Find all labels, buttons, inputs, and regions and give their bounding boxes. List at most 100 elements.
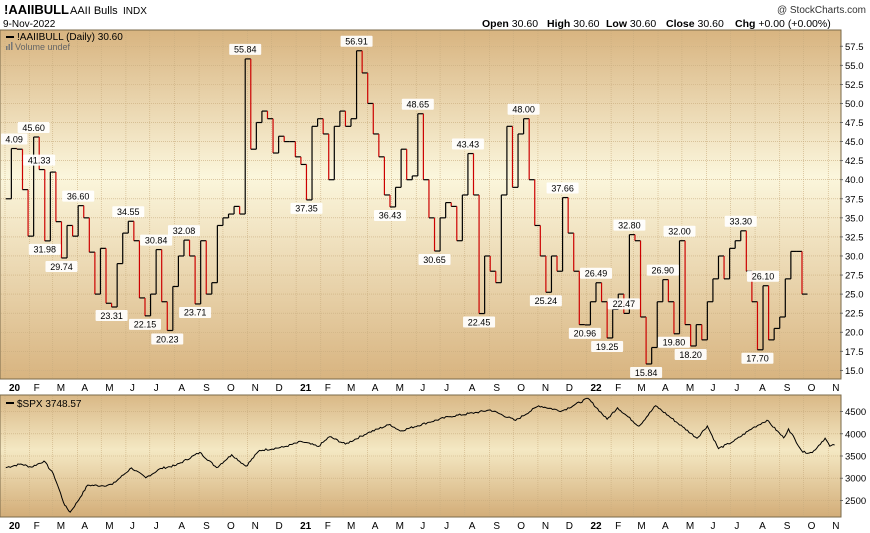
- spx-series: [5, 397, 835, 513]
- value-callout-label: 41.33: [28, 155, 51, 165]
- value-callout-box: [229, 43, 262, 55]
- value-callout-label: 22.15: [134, 320, 157, 330]
- x-tick-label: A: [178, 521, 185, 532]
- bulls-series: [5, 50, 808, 365]
- value-callout-label: 23.31: [100, 311, 123, 321]
- value-callout-box: [507, 103, 540, 115]
- value-callout: 34.55: [112, 206, 145, 218]
- value-callout-box: [747, 270, 780, 282]
- y-tick-label: 25.0: [845, 290, 864, 301]
- x-tick-label: J: [154, 521, 159, 532]
- x-tick-label: F: [34, 521, 40, 532]
- value-callout: 15.84: [630, 366, 663, 378]
- value-callout-label: 36.43: [379, 211, 402, 221]
- value-callout: 22.15: [128, 318, 161, 330]
- value-callout: 30.65: [418, 254, 451, 266]
- value-callout: 20.23: [151, 333, 184, 345]
- y-tick-label: 2500: [845, 496, 866, 507]
- value-callout-label: 20.96: [574, 329, 597, 339]
- x-tick-label: O: [227, 383, 235, 394]
- value-callout-label: 36.60: [67, 191, 90, 201]
- value-callout-box: [1, 133, 28, 145]
- value-callout-label: 22.45: [468, 317, 491, 327]
- x-tick-label: N: [832, 521, 839, 532]
- x-tick-label: N: [252, 521, 259, 532]
- value-callout: 4.09: [1, 133, 28, 145]
- value-callout-label: 29.74: [50, 262, 73, 272]
- value-callout-label: 48.00: [512, 105, 535, 115]
- y-tick-label: 40.0: [845, 175, 864, 186]
- spx-line: [5, 397, 835, 513]
- x-tick-label: D: [566, 383, 573, 394]
- x-tick-label: N: [252, 383, 259, 394]
- value-callout-label: 17.70: [746, 354, 769, 364]
- y-tick-label: 15.0: [845, 366, 864, 377]
- value-callout-box: [663, 225, 696, 237]
- ohlc-item: High 30.60: [547, 18, 600, 30]
- watermark: @ StockCharts.com: [777, 5, 866, 16]
- y-tick-label: 3000: [845, 474, 866, 485]
- y-tick-label: 4500: [845, 407, 866, 418]
- spx-x-axis: 20 F M A M J J A S O N D 21 F M A M J J A S O N D 22 F M A M J J A S O N: [9, 521, 839, 532]
- value-callout-label: 26.49: [585, 269, 608, 279]
- ohlc-item-label: Open: [482, 18, 512, 30]
- value-callout: 56.91: [340, 35, 373, 47]
- x-tick-label: A: [662, 521, 669, 532]
- y-tick-label: 55.0: [845, 61, 864, 72]
- value-callout: 43.43: [451, 138, 484, 150]
- ohlc-item-value: 30.60: [698, 18, 724, 30]
- value-callout-box: [340, 35, 373, 47]
- value-callout-box: [290, 202, 323, 214]
- value-callout: 23.31: [95, 309, 128, 321]
- y-tick-label: 57.5: [845, 42, 864, 53]
- y-tick-label: 30.0: [845, 251, 864, 262]
- value-callout: 33.30: [724, 215, 757, 227]
- x-tick-label: 21: [300, 521, 312, 532]
- x-tick-label: O: [227, 521, 235, 532]
- x-tick-label: O: [517, 521, 525, 532]
- value-callout: 37.35: [290, 202, 323, 214]
- value-callout-label: 15.84: [635, 368, 658, 378]
- volume-icon: [6, 42, 13, 50]
- value-callout-box: [463, 316, 496, 328]
- value-callout-box: [17, 122, 50, 134]
- ohlc-item-value: 30.60: [512, 18, 538, 30]
- x-tick-label: M: [57, 383, 65, 394]
- ohlc-item-label: High: [547, 18, 573, 30]
- value-callout-box: [140, 234, 173, 246]
- value-callout-label: 31.98: [34, 245, 57, 255]
- y-tick-label: 20.0: [845, 328, 864, 339]
- value-callout-box: [579, 267, 612, 279]
- value-callout-box: [646, 264, 679, 276]
- x-tick-label: O: [808, 521, 816, 532]
- value-callout: 20.96: [568, 327, 601, 339]
- x-tick-label: A: [759, 521, 766, 532]
- value-callout-label: 43.43: [457, 139, 480, 149]
- x-tick-label: F: [615, 383, 621, 394]
- x-tick-label: S: [493, 383, 500, 394]
- x-tick-label: M: [57, 521, 65, 532]
- value-callout-box: [657, 336, 690, 348]
- value-callout: 32.00: [663, 225, 696, 237]
- spx-panel: [0, 394, 842, 518]
- value-callout-box: [167, 225, 200, 237]
- x-tick-label: J: [711, 521, 716, 532]
- x-tick-label: J: [420, 521, 425, 532]
- value-callout-box: [529, 295, 562, 307]
- value-callout-label: 32.80: [618, 220, 641, 230]
- y-tick-label: 45.0: [845, 137, 864, 148]
- value-callout: 19.25: [591, 340, 624, 352]
- value-callout: 36.60: [62, 190, 95, 202]
- value-callout-box: [62, 190, 95, 202]
- value-callout: 30.84: [140, 234, 173, 246]
- value-callout-label: 18.20: [679, 350, 702, 360]
- value-callout-label: 25.24: [535, 296, 558, 306]
- ohlc-item-label: Chg: [735, 18, 758, 30]
- x-tick-label: A: [81, 521, 88, 532]
- value-callout-box: [546, 182, 579, 194]
- value-callout-label: 33.30: [729, 217, 752, 227]
- x-tick-label: A: [469, 383, 476, 394]
- x-tick-label: D: [566, 521, 573, 532]
- x-tick-label: F: [325, 521, 331, 532]
